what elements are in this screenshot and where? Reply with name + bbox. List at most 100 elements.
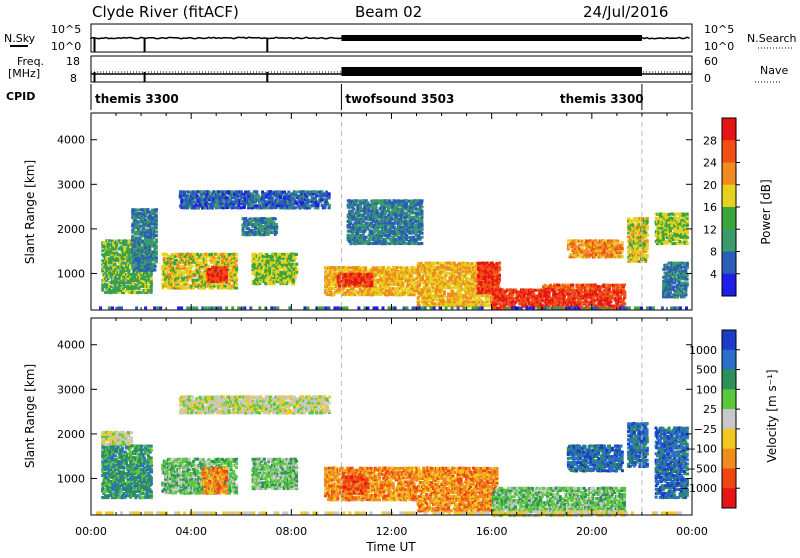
data-cell bbox=[196, 194, 199, 197]
data-cell bbox=[235, 287, 238, 290]
data-cell bbox=[439, 274, 442, 277]
data-cell bbox=[183, 191, 186, 194]
data-cell bbox=[446, 262, 449, 265]
cpid-segment-label: twofsound 3503 bbox=[345, 92, 454, 106]
data-cell bbox=[208, 191, 211, 194]
noise-y-top: 10^5 bbox=[51, 23, 81, 36]
data-cell bbox=[359, 199, 362, 202]
station-title: Clyde River (fitACF) bbox=[92, 3, 239, 21]
data-cell bbox=[376, 209, 379, 212]
data-cell bbox=[295, 253, 298, 256]
data-cell bbox=[271, 197, 274, 200]
data-cell bbox=[294, 276, 297, 279]
noise-spike bbox=[266, 38, 268, 52]
data-cell bbox=[150, 277, 153, 280]
freq-band bbox=[341, 67, 641, 76]
cpid-segment-label: themis 3300 bbox=[560, 92, 644, 106]
noise-right-label: N.Search bbox=[747, 32, 797, 45]
data-cell bbox=[215, 267, 218, 270]
data-cell bbox=[155, 230, 158, 233]
freq-right-top: 60 bbox=[704, 55, 718, 68]
data-cell bbox=[114, 263, 117, 266]
data-cell bbox=[155, 234, 158, 237]
data-cell bbox=[144, 246, 147, 249]
data-cell bbox=[393, 226, 396, 229]
data-cell bbox=[295, 268, 298, 271]
noise-right-top: 10^5 bbox=[704, 23, 734, 36]
noise-panel: N.Sky 10^5 10^0 10^5 10^0 N.Search bbox=[4, 23, 797, 53]
noise-spike bbox=[144, 38, 146, 52]
cpid-label: CPID bbox=[6, 90, 35, 103]
data-cell bbox=[295, 263, 298, 266]
data-cell bbox=[197, 261, 200, 264]
data-cell bbox=[448, 282, 451, 285]
data-cell bbox=[421, 232, 424, 235]
data-cell bbox=[328, 204, 331, 207]
data-cell bbox=[274, 217, 277, 220]
data-cell bbox=[433, 262, 436, 265]
data-cell bbox=[137, 291, 140, 294]
data-cell bbox=[451, 290, 454, 293]
freq-y-bottom: 8 bbox=[70, 72, 77, 85]
noise-y-bottom: 10^0 bbox=[51, 40, 81, 53]
data-cell bbox=[392, 287, 395, 290]
data-cell bbox=[225, 266, 228, 269]
data-cell bbox=[443, 290, 446, 293]
data-cell bbox=[155, 238, 158, 241]
data-cell bbox=[294, 257, 297, 260]
data-cell bbox=[294, 191, 297, 194]
data-cell bbox=[471, 262, 474, 265]
data-cell bbox=[391, 218, 394, 221]
data-cell bbox=[235, 253, 238, 256]
data-cell bbox=[200, 272, 203, 275]
data-cell bbox=[468, 282, 471, 285]
data-cell bbox=[261, 191, 264, 194]
data-cell bbox=[266, 206, 269, 209]
data-cell bbox=[404, 287, 407, 290]
noise-right-bottom: 10^0 bbox=[704, 40, 734, 53]
freq-spike bbox=[144, 72, 146, 82]
data-cell bbox=[171, 286, 174, 289]
data-cell bbox=[294, 206, 297, 209]
data-cell bbox=[370, 273, 373, 276]
data-cell bbox=[153, 269, 156, 272]
beam-title: Beam 02 bbox=[355, 3, 422, 21]
data-cell bbox=[328, 192, 331, 195]
data-cell bbox=[190, 265, 193, 268]
data-cell bbox=[178, 253, 181, 256]
data-cell bbox=[266, 253, 269, 256]
date-title: 24/Jul/2016 bbox=[583, 3, 668, 21]
data-cell bbox=[420, 242, 423, 245]
data-cell bbox=[235, 283, 238, 286]
data-cell bbox=[421, 205, 424, 208]
data-cell bbox=[352, 207, 355, 210]
data-cell bbox=[217, 253, 220, 256]
data-cell bbox=[435, 298, 438, 301]
data-cell bbox=[155, 251, 158, 254]
data-cell bbox=[212, 194, 215, 197]
data-cell bbox=[386, 199, 389, 202]
data-cell bbox=[410, 293, 413, 296]
data-cell bbox=[255, 190, 258, 193]
data-cell bbox=[179, 265, 182, 268]
data-cell bbox=[224, 285, 227, 288]
data-cell bbox=[246, 219, 249, 222]
data-cell bbox=[155, 245, 158, 248]
data-cell bbox=[128, 239, 131, 242]
data-cell bbox=[235, 277, 238, 280]
freq-right-label: Nave bbox=[760, 64, 788, 77]
data-cell bbox=[417, 296, 420, 299]
data-cell bbox=[415, 277, 418, 280]
noise-spike bbox=[94, 38, 96, 52]
data-cell bbox=[347, 234, 350, 237]
data-cell bbox=[315, 191, 318, 194]
freq-spike bbox=[266, 72, 268, 82]
data-cell bbox=[240, 206, 243, 209]
data-cell bbox=[235, 265, 238, 268]
data-cell bbox=[221, 266, 224, 269]
data-cell bbox=[155, 214, 158, 217]
data-cell bbox=[364, 267, 367, 270]
